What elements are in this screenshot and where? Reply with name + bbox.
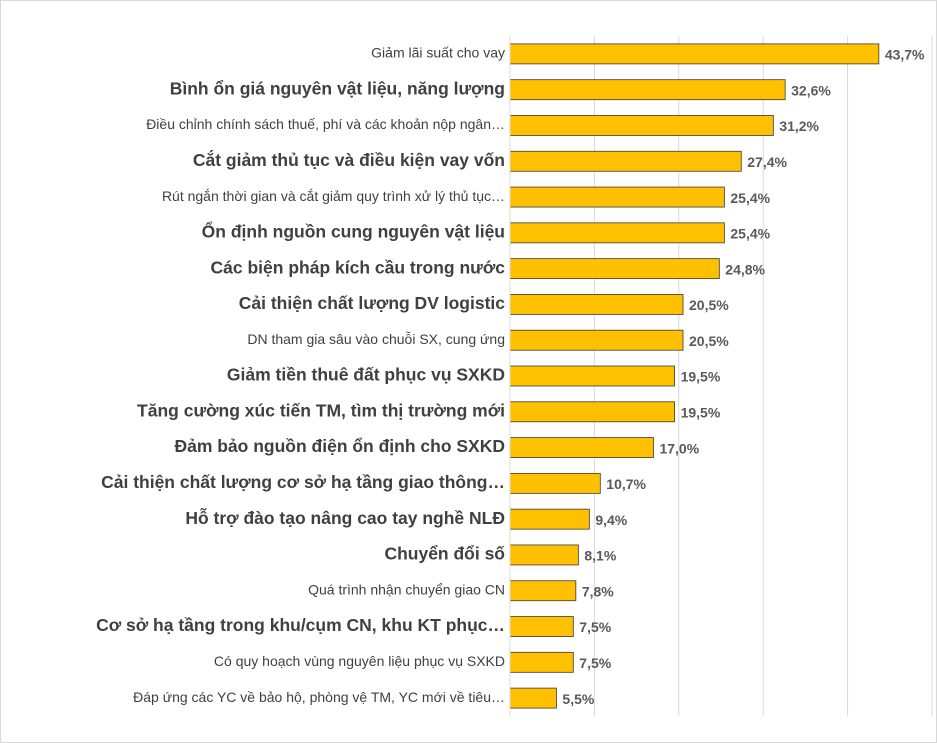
bar — [509, 79, 786, 101]
y-tick-label: DN tham gia sâu vào chuỗi SX, cung ứng — [247, 331, 505, 347]
bar — [509, 651, 574, 673]
value-label: 7,5% — [579, 619, 611, 635]
bar — [509, 365, 675, 387]
value-label: 8,1% — [584, 548, 616, 564]
bar — [509, 580, 577, 602]
y-tick-label: Giảm tiền thuê đất phục vụ SXKD — [227, 365, 505, 385]
y-tick-label: Tăng cường xúc tiến TM, tìm thị trường m… — [137, 400, 505, 420]
y-tick-label: Đảm bảo nguồn điện ổn định cho SXKD — [174, 436, 505, 456]
bar — [509, 294, 684, 315]
bar — [509, 472, 601, 494]
value-label: 20,5% — [689, 333, 729, 349]
value-label: 32,6% — [791, 82, 831, 98]
y-tick-label: Các biện pháp kích cầu trong nước — [211, 257, 506, 277]
value-label: 43,7% — [885, 47, 925, 63]
bar — [509, 329, 684, 351]
bar — [509, 43, 880, 65]
bar — [509, 150, 742, 172]
bar — [509, 115, 774, 136]
y-tick-label: Đáp ứng các YC về bảo hộ, phòng vệ TM, Y… — [133, 689, 505, 705]
bar — [509, 616, 574, 637]
y-tick-label: Có quy hoạch vùng nguyên liệu phục vụ SX… — [214, 653, 505, 669]
value-label: 25,4% — [730, 190, 770, 206]
value-label: 17,0% — [659, 440, 699, 456]
y-tick-label: Ổn định nguồn cung nguyên vật liệu — [202, 220, 505, 241]
value-label: 20,5% — [689, 297, 729, 313]
value-label: 10,7% — [606, 476, 646, 492]
bar — [509, 508, 590, 530]
bar — [509, 544, 579, 566]
bar — [509, 258, 720, 280]
y-tick-label: Chuyển đổi số — [384, 544, 505, 564]
y-tick-label: Quá trình nhận chuyển giao CN — [308, 581, 505, 597]
y-tick-label: Cắt giảm thủ tục và điều kiện vay vốn — [193, 149, 505, 170]
y-tick-label: Giảm lãi suất cho vay — [371, 45, 505, 61]
y-tick-label: Rút ngắn thời gian và cắt giảm quy trình… — [162, 188, 505, 204]
bar — [509, 687, 557, 709]
value-label: 7,5% — [579, 655, 611, 671]
value-label: 19,5% — [681, 369, 721, 385]
value-label: 31,2% — [779, 118, 819, 134]
y-tick-label: Hỗ trợ đào tạo nâng cao tay nghề NLĐ — [185, 507, 505, 528]
bar — [509, 186, 725, 208]
y-tick-label: Điều chỉnh chính sách thuế, phí và các k… — [146, 116, 505, 132]
value-label: 5,5% — [562, 691, 594, 707]
value-label: 19,5% — [681, 404, 721, 420]
y-tick-label: Cải thiện chất lượng DV logistic — [239, 293, 506, 313]
bar — [509, 401, 675, 423]
bar — [509, 437, 654, 458]
value-label: 9,4% — [595, 512, 627, 528]
value-label: 27,4% — [747, 154, 787, 170]
bar — [509, 222, 725, 244]
value-label: 7,8% — [582, 583, 614, 599]
y-tick-label: Bình ổn giá nguyên vật liệu, năng lượng — [170, 78, 505, 98]
y-tick-label: Cải thiện chất lượng cơ sở hạ tầng giao … — [101, 472, 505, 492]
value-label: 24,8% — [725, 261, 765, 277]
value-label: 25,4% — [730, 226, 770, 242]
y-tick-label: Cơ sở hạ tầng trong khu/cụm CN, khu KT p… — [96, 615, 505, 635]
